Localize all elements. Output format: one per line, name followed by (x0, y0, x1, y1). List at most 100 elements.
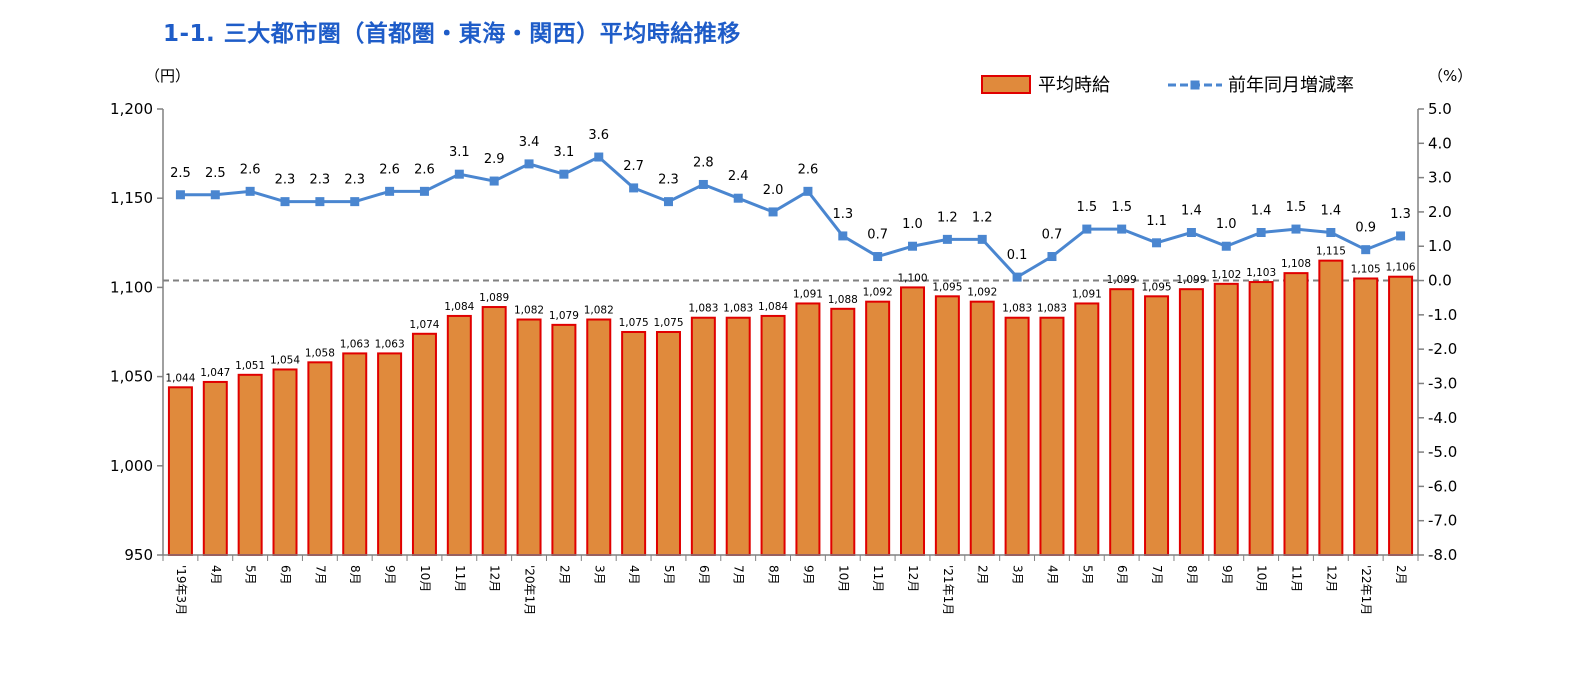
right-axis-unit: （%） (1428, 67, 1472, 85)
rate-point-17 (768, 207, 778, 217)
x-category-label-4: 7月 (313, 565, 327, 585)
rate-value-label-3: 2.3 (275, 173, 296, 188)
x-category-label-9: 12月 (488, 565, 502, 592)
left-tick-label: 1,000 (110, 457, 153, 475)
bar-30 (1213, 282, 1239, 556)
bar-value-label-21: 1,100 (897, 272, 927, 284)
right-tick-label: 4.0 (1428, 134, 1452, 152)
rate-point-33 (1326, 228, 1336, 238)
x-category-label-22: '21年1月 (941, 565, 955, 615)
bar-value-label-23: 1,092 (967, 287, 997, 299)
rate-point-25 (1047, 252, 1057, 262)
rate-point-11 (559, 169, 569, 179)
bar-11 (551, 323, 577, 557)
bar-value-label-17: 1,084 (758, 301, 788, 313)
bar-value-label-7: 1,074 (409, 319, 439, 331)
bar-2 (237, 373, 263, 557)
rate-value-label-28: 1.1 (1146, 214, 1167, 229)
legend-bar-label: 平均時給 (1038, 75, 1110, 96)
x-category-label-21: 12月 (906, 565, 920, 592)
x-category-label-6: 9月 (383, 565, 397, 585)
bar-value-label-14: 1,075 (653, 317, 683, 329)
x-category-label-8: 11月 (453, 565, 467, 592)
bar-value-label-28: 1,095 (1142, 281, 1172, 293)
rate-point-4 (315, 197, 325, 207)
bar-value-label-22: 1,095 (932, 281, 962, 293)
bar-17 (760, 314, 786, 556)
rate-value-label-21: 1.0 (902, 217, 923, 232)
bar-value-label-27: 1,099 (1107, 274, 1137, 286)
rate-value-label-27: 1.5 (1111, 200, 1132, 215)
rate-point-3 (280, 197, 290, 207)
x-category-label-13: 4月 (627, 565, 641, 585)
right-tick-label: 1.0 (1428, 237, 1452, 255)
bar-value-label-13: 1,075 (619, 317, 649, 329)
rate-value-label-18: 2.6 (798, 162, 819, 177)
rate-point-5 (350, 197, 360, 207)
rate-value-label-16: 2.4 (728, 169, 749, 184)
rate-value-label-20: 0.7 (867, 228, 888, 243)
bar-22 (934, 295, 960, 556)
rate-point-35 (1396, 231, 1406, 241)
rate-point-19 (838, 231, 848, 241)
legend-line-marker (1190, 80, 1200, 90)
x-category-label-1: 4月 (209, 565, 223, 585)
rate-point-1 (210, 190, 220, 200)
rate-value-label-34: 0.9 (1355, 221, 1376, 236)
right-tick-label: -4.0 (1428, 409, 1457, 427)
bar-value-label-29: 1,099 (1176, 274, 1206, 286)
bar-24 (1004, 316, 1030, 556)
x-category-label-30: 9月 (1220, 565, 1234, 585)
x-category-label-16: 7月 (732, 565, 746, 585)
bar-10 (516, 318, 542, 556)
left-axis-unit: （円） (145, 67, 190, 85)
rate-value-label-11: 3.1 (554, 145, 575, 160)
x-category-label-10: '20年1月 (523, 565, 537, 615)
x-category-label-14: 5月 (662, 565, 676, 585)
bar-value-label-16: 1,083 (723, 303, 753, 315)
x-category-label-11: 2月 (557, 565, 571, 585)
rate-value-label-2: 2.6 (240, 162, 261, 177)
x-category-label-35: 2月 (1394, 565, 1408, 585)
chart-title: 1-1. 三大都市圏（首都圏・東海・関西）平均時給推移 (163, 21, 741, 47)
rate-point-13 (629, 183, 639, 193)
rate-value-label-9: 2.9 (484, 152, 505, 167)
bar-value-label-12: 1,082 (584, 305, 614, 317)
bar-12 (586, 318, 612, 556)
x-category-label-7: 10月 (418, 565, 432, 592)
x-category-label-18: 9月 (801, 565, 815, 585)
bar-16 (725, 316, 751, 556)
x-category-label-5: 8月 (348, 565, 362, 585)
rate-value-label-31: 1.4 (1251, 204, 1272, 219)
rate-value-label-35: 1.3 (1390, 207, 1411, 222)
rate-point-22 (942, 234, 952, 244)
right-tick-label: 3.0 (1428, 169, 1452, 187)
x-category-label-23: 2月 (976, 565, 990, 585)
bar-value-label-9: 1,089 (479, 292, 509, 304)
bar-value-label-19: 1,088 (828, 294, 858, 306)
x-category-label-28: 7月 (1150, 565, 1164, 585)
right-tick-label: -7.0 (1428, 512, 1457, 530)
bar-32 (1283, 272, 1309, 556)
right-tick-label: -6.0 (1428, 477, 1457, 495)
legend-bar-swatch (981, 75, 1031, 94)
rate-value-label-5: 2.3 (344, 173, 365, 188)
rate-point-6 (385, 186, 395, 196)
rate-point-14 (663, 197, 673, 207)
bar-5 (342, 352, 368, 556)
rate-value-label-33: 1.4 (1321, 204, 1342, 219)
bar-27 (1109, 288, 1135, 556)
rate-point-32 (1291, 224, 1301, 234)
bar-value-label-11: 1,079 (549, 310, 579, 322)
bar-value-label-32: 1,108 (1281, 258, 1311, 270)
bar-value-label-30: 1,102 (1211, 269, 1241, 281)
rate-point-2 (245, 186, 255, 196)
x-category-label-24: 3月 (1011, 565, 1025, 585)
x-category-label-2: 5月 (244, 565, 258, 585)
bar-14 (655, 331, 681, 556)
rate-point-8 (454, 169, 464, 179)
right-tick-label: -2.0 (1428, 340, 1457, 358)
rate-point-34 (1361, 245, 1371, 255)
rate-value-label-4: 2.3 (310, 173, 331, 188)
right-tick-label: 0.0 (1428, 272, 1452, 290)
